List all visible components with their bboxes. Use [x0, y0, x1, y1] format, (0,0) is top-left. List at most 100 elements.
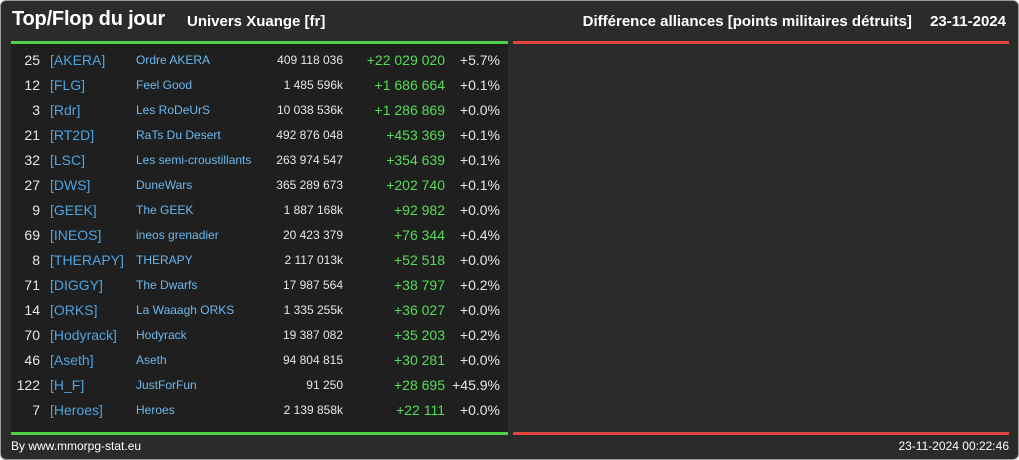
table-row: 7 [Heroes] Heroes 2 139 858k +22 111 +0.0% — [11, 398, 508, 423]
alliance-tag[interactable]: [Hodyrack] — [50, 327, 117, 343]
points-difference: +22 111 — [396, 402, 445, 418]
points-difference: +35 203 — [394, 327, 445, 343]
points-difference: +38 797 — [394, 277, 445, 293]
alliance-name[interactable]: Les RoDeUrS — [136, 103, 211, 117]
percent-change: +0.2% — [459, 327, 500, 343]
top-alliance-list: 25 [AKERA] Ordre AKERA 409 118 036 +22 029 0… — [11, 48, 508, 423]
percent-change: +0.1% — [459, 127, 500, 143]
alliance-points: 20 423 379 — [282, 228, 343, 242]
alliance-rank: 70 — [24, 327, 40, 343]
alliance-points: 365 289 673 — [276, 178, 343, 192]
alliance-name[interactable]: Heroes — [136, 403, 175, 417]
alliance-name[interactable]: La Waaagh ORKS — [136, 303, 235, 317]
points-difference: +52 518 — [394, 252, 445, 268]
alliance-tag[interactable]: [FLG] — [50, 77, 86, 93]
alliance-rank: 32 — [24, 152, 40, 168]
header: Top/Flop du jour Univers Xuange [fr] Dif… — [1, 1, 1018, 41]
percent-change: +0.0% — [459, 352, 500, 368]
bottom-divider-green — [11, 432, 508, 435]
alliance-rank: 14 — [24, 302, 40, 318]
alliance-name[interactable]: DuneWars — [136, 178, 193, 192]
points-difference: +1 686 664 — [374, 77, 445, 93]
alliance-points: 1 335 255k — [283, 303, 343, 317]
alliance-points: 2 139 858k — [283, 403, 343, 417]
alliance-rank: 12 — [24, 77, 40, 93]
universe-label: Univers Xuange [fr] — [187, 13, 326, 30]
alliance-name[interactable]: Ordre AKERA — [136, 53, 211, 67]
alliance-rank: 9 — [32, 202, 40, 218]
alliance-tag[interactable]: [AKERA] — [50, 52, 106, 68]
percent-change: +0.0% — [459, 402, 500, 418]
alliance-points: 1 485 596k — [283, 78, 343, 92]
alliance-rank: 3 — [32, 102, 40, 118]
points-difference: +76 344 — [394, 227, 445, 243]
alliance-tag[interactable]: [INEOS] — [50, 227, 102, 243]
percent-change: +0.2% — [459, 277, 500, 293]
alliance-tag[interactable]: [DWS] — [50, 177, 91, 193]
table-row: 25 [AKERA] Ordre AKERA 409 118 036 +22 029 0… — [11, 48, 508, 73]
alliance-rank: 25 — [24, 52, 40, 68]
table-row: 8 [THERAPY] THERAPY 2 117 013k +52 518 +0.0% — [11, 248, 508, 273]
points-difference: +36 027 — [394, 302, 445, 318]
page-title: Top/Flop du jour — [12, 8, 166, 30]
diff-heading: Différence alliances [points militaires … — [582, 13, 912, 30]
alliance-rank: 21 — [24, 127, 40, 143]
points-difference: +1 286 869 — [374, 102, 445, 118]
alliance-name[interactable]: THERAPY — [136, 253, 193, 267]
table-row: 3 [Rdr] Les RoDeUrS 10 038 536k +1 286 869 +0… — [11, 98, 508, 123]
bottom-divider-red — [513, 432, 1009, 435]
panel-heading: Différence alliances [points militaires … — [583, 13, 1006, 30]
points-difference: +453 369 — [386, 127, 445, 143]
points-difference: +22 029 020 — [366, 52, 445, 68]
percent-change: +0.1% — [459, 177, 500, 193]
table-row: 21 [RT2D] RaTs Du Desert 492 876 048 +453 36… — [11, 123, 508, 148]
alliance-name[interactable]: Hodyrack — [136, 328, 187, 342]
generated-timestamp: 23-11-2024 00:22:46 — [898, 439, 1009, 453]
table-row: 69 [INEOS] ineos grenadier 20 423 379 +76 34… — [11, 223, 508, 248]
alliance-name[interactable]: Aseth — [136, 353, 167, 367]
alliance-tag[interactable]: [LSC] — [50, 152, 86, 168]
alliance-tag[interactable]: [H_F] — [50, 377, 85, 393]
alliance-name[interactable]: JustForFun — [136, 378, 197, 392]
alliance-rank: 69 — [24, 227, 40, 243]
alliance-rank: 46 — [24, 352, 40, 368]
points-difference: +202 740 — [386, 177, 445, 193]
alliance-name[interactable]: The GEEK — [136, 203, 194, 217]
alliance-rank: 71 — [24, 277, 40, 293]
alliance-name[interactable]: RaTs Du Desert — [136, 128, 221, 142]
table-row: 70 [Hodyrack] Hodyrack 19 387 082 +35 203 +0.… — [11, 323, 508, 348]
flop-panel — [513, 44, 1009, 432]
source-link[interactable]: By www.mmorpg-stat.eu — [11, 439, 142, 453]
percent-change: +0.0% — [459, 102, 500, 118]
alliance-tag[interactable]: [Heroes] — [50, 402, 103, 418]
alliance-name[interactable]: ineos grenadier — [136, 228, 219, 242]
alliance-points: 263 974 547 — [276, 153, 343, 167]
alliance-tag[interactable]: [Aseth] — [50, 352, 94, 368]
alliance-name[interactable]: Les semi-croustillants — [136, 153, 252, 167]
alliance-rank: 7 — [32, 402, 40, 418]
alliance-tag[interactable]: [THERAPY] — [50, 252, 124, 268]
alliance-points: 91 250 — [306, 378, 343, 392]
percent-change: +45.9% — [452, 377, 500, 393]
points-difference: +28 695 — [394, 377, 445, 393]
alliance-rank: 8 — [32, 252, 40, 268]
alliance-tag[interactable]: [DIGGY] — [50, 277, 103, 293]
alliance-points: 2 117 013k — [284, 253, 344, 267]
percent-change: +0.0% — [459, 202, 500, 218]
percent-change: +0.0% — [459, 302, 500, 318]
percent-change: +0.4% — [459, 227, 500, 243]
alliance-name[interactable]: Feel Good — [136, 78, 193, 92]
percent-change: +5.7% — [459, 52, 500, 68]
table-row: 14 [ORKS] La Waaagh ORKS 1 335 255k +36 027 +… — [11, 298, 508, 323]
alliance-tag[interactable]: [GEEK] — [50, 202, 97, 218]
alliance-name[interactable]: The Dwarfs — [136, 278, 198, 292]
alliance-points: 409 118 036 — [277, 53, 343, 67]
table-row: 32 [LSC] Les semi-croustillants 263 974 547… — [11, 148, 508, 173]
alliance-tag[interactable]: [RT2D] — [50, 127, 95, 143]
alliance-points: 19 387 082 — [282, 328, 343, 342]
alliance-tag[interactable]: [ORKS] — [50, 302, 98, 318]
alliance-tag[interactable]: [Rdr] — [50, 102, 81, 118]
alliance-points: 492 876 048 — [276, 128, 343, 142]
percent-change: +0.0% — [459, 252, 500, 268]
